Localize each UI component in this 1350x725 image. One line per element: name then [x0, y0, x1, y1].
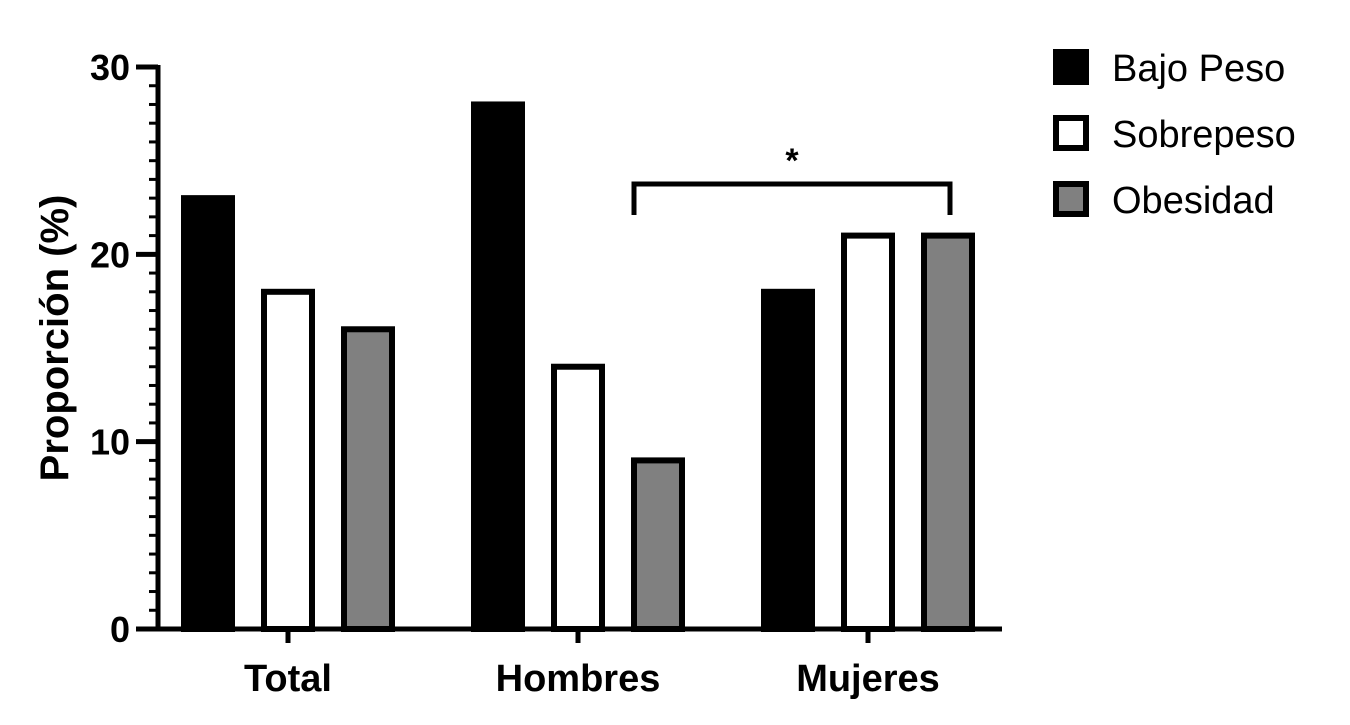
annotations-group: * — [631, 142, 953, 215]
y-tick-label: 0 — [110, 609, 130, 650]
x-tick-label-total: Total — [244, 658, 332, 700]
legend-swatch-sobrepeso — [1053, 115, 1089, 151]
significance-marker: * — [785, 142, 799, 180]
y-tick-label: 20 — [90, 234, 130, 275]
x-tick-label-mujeres: Mujeres — [796, 658, 940, 700]
legend: Bajo Peso Sobrepeso Obesidad — [1053, 48, 1296, 222]
y-axis-label: Proporción (%) — [33, 195, 77, 482]
legend-swatch-bajo-peso — [1053, 49, 1089, 85]
bar-bajo-peso-mujeres — [761, 288, 815, 632]
legend-label-sobrepeso: Sobrepeso — [1112, 114, 1296, 156]
x-tick-label-hombres: Hombres — [496, 658, 661, 700]
bar-obesidad-total — [341, 326, 395, 632]
bar-sobrepeso-total — [261, 288, 315, 632]
axes-group: 0 10 20 30 Total Hombres Mujeres — [90, 47, 1002, 700]
legend-label-obesidad: Obesidad — [1112, 180, 1275, 222]
legend-swatch-obesidad — [1053, 181, 1089, 217]
bar-bajo-peso-total — [181, 195, 235, 632]
bar-bajo-peso-hombres — [471, 101, 525, 632]
legend-label-bajo-peso: Bajo Peso — [1112, 48, 1285, 90]
bar-sobrepeso-hombres — [551, 363, 605, 632]
bar-obesidad-mujeres — [921, 232, 975, 632]
significance-bracket — [631, 181, 953, 215]
y-tick-label: 10 — [90, 422, 130, 463]
y-tick-label: 30 — [90, 47, 130, 88]
bar-obesidad-hombres — [631, 457, 685, 632]
bar-sobrepeso-mujeres — [841, 232, 895, 632]
